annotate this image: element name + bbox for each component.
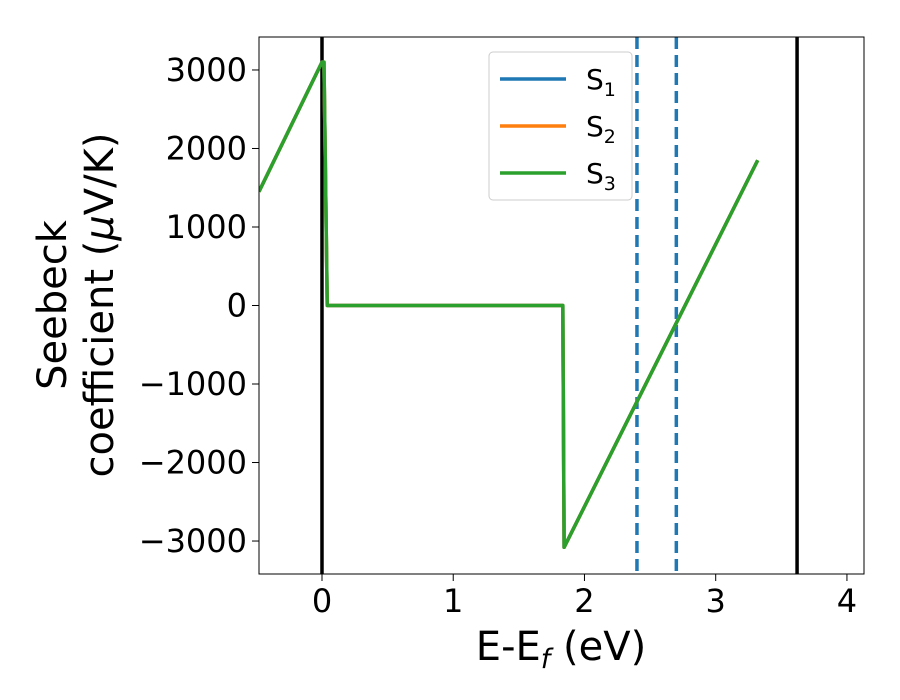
legend-label-s1: S1 xyxy=(586,63,616,101)
x-tick-label: 0 xyxy=(312,582,332,620)
y-tick-label: 0 xyxy=(227,287,247,325)
y-axis-label-part-a: coefficient ( xyxy=(77,241,123,478)
x-axis-label-main: E-E xyxy=(476,624,541,670)
y-tick-label: 1000 xyxy=(166,208,247,246)
y-tick-label: 2000 xyxy=(166,129,247,167)
y-axis-label-part-b: V/K) xyxy=(77,133,123,216)
x-tick-label: 4 xyxy=(837,582,857,620)
x-tick-label: 1 xyxy=(443,582,463,620)
series-line-s3 xyxy=(259,60,760,550)
x-tick-label: 3 xyxy=(706,582,726,620)
legend: S1 S2 S3 xyxy=(488,51,633,201)
x-axis-label-tail: (eV) xyxy=(550,624,646,670)
x-axis-label: E-Ef (eV) xyxy=(476,624,646,675)
y-tick-label: −2000 xyxy=(139,444,247,482)
legend-label-s3: S3 xyxy=(586,157,616,195)
x-tick-label: 2 xyxy=(574,582,594,620)
legend-label-s2: S2 xyxy=(586,110,616,148)
y-axis-label-mu: μ xyxy=(77,215,123,241)
y-tick-label: −1000 xyxy=(139,365,247,403)
y-axis-label-line1: Seebeck xyxy=(30,219,76,390)
y-tick-label: 3000 xyxy=(166,51,247,89)
y-tick-label: −3000 xyxy=(139,522,247,560)
y-axis-label-line2: coefficient (μV/K) xyxy=(77,133,123,478)
